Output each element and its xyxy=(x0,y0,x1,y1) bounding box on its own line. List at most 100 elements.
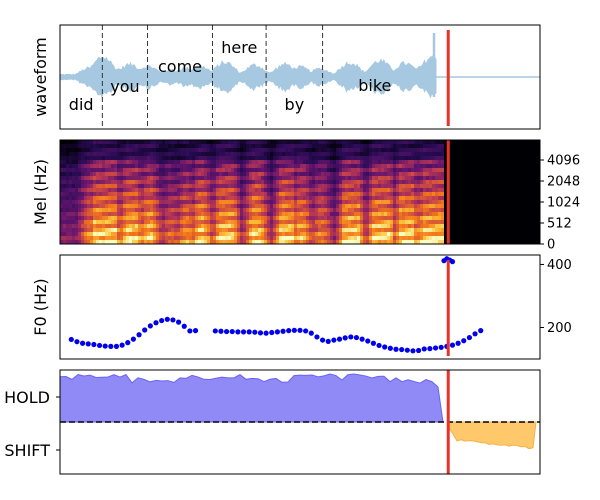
mel-cell xyxy=(216,220,219,224)
mel-cell xyxy=(321,140,324,144)
mel-cell xyxy=(264,156,267,160)
mel-cell xyxy=(75,160,78,164)
mel-cell xyxy=(192,156,195,160)
mel-cell xyxy=(165,188,168,192)
mel-cell xyxy=(195,148,198,152)
mel-cell xyxy=(405,224,408,228)
mel-cell xyxy=(213,208,216,212)
mel-cell xyxy=(315,216,318,220)
mel-cell xyxy=(387,188,390,192)
mel-cell xyxy=(351,160,354,164)
mel-cell xyxy=(117,228,120,232)
mel-cell xyxy=(429,188,432,192)
mel-cell xyxy=(225,212,228,216)
mel-cell xyxy=(342,160,345,164)
mel-cell xyxy=(369,212,372,216)
mel-cell xyxy=(309,228,312,232)
mel-cell xyxy=(198,172,201,176)
mel-cell xyxy=(312,208,315,212)
mel-cell xyxy=(282,188,285,192)
mel-cell xyxy=(120,168,123,172)
mel-cell xyxy=(387,176,390,180)
mel-cell xyxy=(150,208,153,212)
mel-cell xyxy=(441,180,444,184)
mel-cell xyxy=(417,188,420,192)
mel-cell xyxy=(141,232,144,236)
mel-cell xyxy=(288,236,291,240)
mel-cell xyxy=(213,152,216,156)
mel-cell xyxy=(213,168,216,172)
mel-cell xyxy=(375,208,378,212)
mel-cell xyxy=(381,240,384,244)
mel-cell xyxy=(174,156,177,160)
mel-cell xyxy=(135,168,138,172)
mel-cell xyxy=(273,224,276,228)
mel-cell xyxy=(198,192,201,196)
mel-cell xyxy=(399,140,402,144)
mel-cell xyxy=(246,152,249,156)
mel-cell xyxy=(234,192,237,196)
mel-cell xyxy=(186,212,189,216)
mel-cell xyxy=(303,160,306,164)
mel-cell xyxy=(93,216,96,220)
mel-cell xyxy=(141,208,144,212)
mel-cell xyxy=(273,200,276,204)
mel-cell xyxy=(66,236,69,240)
mel-cell xyxy=(351,172,354,176)
mel-cell xyxy=(90,224,93,228)
mel-cell xyxy=(222,172,225,176)
mel-cell xyxy=(69,144,72,148)
mel-cell xyxy=(135,160,138,164)
mel-cell xyxy=(114,156,117,160)
mel-cell xyxy=(231,176,234,180)
mel-cell xyxy=(183,176,186,180)
mel-cell xyxy=(111,184,114,188)
mel-cell xyxy=(144,172,147,176)
mel-cell xyxy=(183,184,186,188)
mel-cell xyxy=(189,192,192,196)
mel-cell xyxy=(138,224,141,228)
mel-cell xyxy=(369,176,372,180)
mel-cell xyxy=(219,220,222,224)
mel-cell xyxy=(150,184,153,188)
mel-cell xyxy=(357,184,360,188)
mel-cell xyxy=(321,228,324,232)
mel-cell xyxy=(195,192,198,196)
mel-cell xyxy=(426,152,429,156)
mel-cell xyxy=(309,192,312,196)
mel-cell xyxy=(213,176,216,180)
mel-cell xyxy=(408,144,411,148)
mel-cell xyxy=(282,176,285,180)
mel-cell xyxy=(162,152,165,156)
mel-cell xyxy=(72,148,75,152)
mel-cell xyxy=(315,192,318,196)
mel-cell xyxy=(402,152,405,156)
mel-cell xyxy=(345,172,348,176)
mel-cell xyxy=(72,172,75,176)
mel-cell xyxy=(318,236,321,240)
mel-cell xyxy=(123,172,126,176)
mel-cell xyxy=(258,164,261,168)
mel-cell xyxy=(321,168,324,172)
mel-cell xyxy=(159,200,162,204)
mel-cell xyxy=(195,220,198,224)
mel-cell xyxy=(279,220,282,224)
mel-cell xyxy=(219,160,222,164)
mel-cell xyxy=(231,168,234,172)
mel-cell xyxy=(252,232,255,236)
mel-cell xyxy=(411,208,414,212)
mel-cell xyxy=(165,180,168,184)
mel-cell xyxy=(204,212,207,216)
mel-cell xyxy=(375,160,378,164)
mel-cell xyxy=(423,232,426,236)
mel-cell xyxy=(261,168,264,172)
mel-cell xyxy=(90,160,93,164)
f0-points-layer xyxy=(68,256,484,354)
mel-cell xyxy=(192,152,195,156)
mel-cell xyxy=(132,168,135,172)
mel-cell xyxy=(402,144,405,148)
mel-cell xyxy=(264,144,267,148)
mel-cell xyxy=(252,220,255,224)
mel-cell xyxy=(267,216,270,220)
mel-cell xyxy=(273,168,276,172)
